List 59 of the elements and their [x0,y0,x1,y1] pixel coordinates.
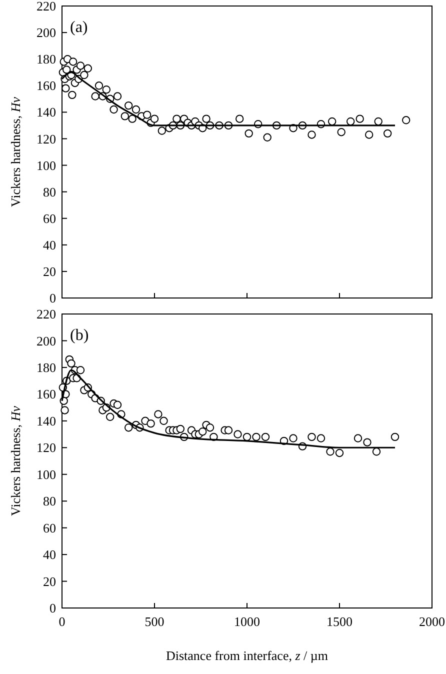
y-axis-title: Vickers hardness, Hv [8,406,23,516]
point [60,406,69,414]
y-tick-label: 100 [36,466,56,482]
point [390,432,400,442]
y-tick-label: 40 [43,237,56,252]
y-tick-label: 160 [36,78,56,94]
point [176,424,184,434]
point [242,432,252,442]
y-tick-label: 0 [50,290,56,306]
x-tick-label: 1000 [234,614,260,629]
point [289,434,298,442]
point [252,432,260,442]
point [326,448,334,456]
point [146,419,155,428]
point [67,359,76,368]
y-tick-label: 160 [36,386,56,402]
y-tick-label: 140 [36,413,56,428]
point [160,416,168,426]
x-tick-label: 500 [144,614,164,629]
annotation: (b) [70,327,89,344]
y-tick-label: 80 [43,494,56,509]
point [234,430,242,438]
point [106,412,114,421]
y-tick-label: 100 [36,158,56,173]
x-tick-label: 1500 [326,614,352,629]
point [261,432,270,442]
y-tick-label: 80 [43,184,56,200]
y-tick-label: 140 [36,104,56,120]
y-tick-label: 200 [36,25,56,40]
y-axis-title: Vickers hardness, Hv [8,96,23,208]
x-axis-title: Distance from interface, z / µm [166,648,328,663]
point [316,434,326,442]
y-tick-label: 0 [50,600,56,616]
y-tick-label: 60 [43,210,56,226]
point [308,432,316,442]
y-tick-label: 20 [43,264,56,280]
point [224,426,233,434]
y-tick-label: 20 [43,574,56,589]
y-tick-label: 200 [36,333,56,348]
x-tick-label: 2000 [419,614,445,629]
annotation: (a) [70,19,88,36]
point [354,434,362,442]
y-tick-label: 120 [36,440,56,456]
y-tick-label: 220 [36,306,56,322]
y-tick-label: 180 [36,360,56,376]
y-tick-label: 40 [43,547,56,562]
point [363,438,372,446]
point [76,366,85,374]
y-tick-label: 180 [36,52,56,67]
point [113,400,122,409]
y-tick-label: 120 [36,131,56,146]
point [124,423,133,432]
point [154,410,162,418]
y-tick-label: 60 [43,520,56,536]
point [206,423,214,432]
point [198,428,207,436]
point [335,448,344,458]
point [372,448,381,456]
y-tick-label: 220 [36,0,56,14]
